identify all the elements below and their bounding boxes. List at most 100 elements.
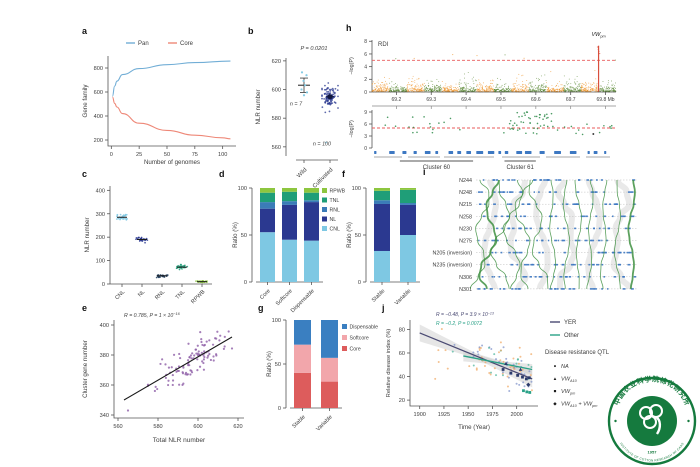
panel-letter-h: h [346,23,352,33]
svg-text:400: 400 [94,114,103,120]
panel-letter-g: g [258,303,264,313]
svg-text:VWA10: VWA10 [561,377,578,383]
svg-text:Stable: Stable [371,288,386,303]
svg-text:◆: ◆ [553,401,557,406]
panel-letter-i: i [423,167,426,177]
svg-text:Cluster gene number: Cluster gene number [82,340,89,398]
svg-text:TNL: TNL [330,198,340,204]
svg-text:1900: 1900 [413,412,425,418]
svg-text:400: 400 [96,188,105,194]
svg-text:100: 100 [96,259,105,265]
svg-text:Core: Core [180,41,194,47]
svg-text:−log(P): −log(P) [349,120,355,138]
panel-h-manhattan-plot: 0 2 4 6 8 −log(P) RDI VWpm 69.2 69.3 69.4 69.5 69.6 6… [349,32,617,171]
svg-text:Disease resistance QTL: Disease resistance QTL [545,350,610,356]
svg-text:360: 360 [100,383,109,389]
svg-text:N205 (inversion): N205 (inversion) [432,251,472,257]
svg-text:RNL: RNL [330,208,340,214]
svg-text:0: 0 [364,90,367,96]
svg-text:50: 50 [164,152,170,158]
svg-text:600: 600 [193,424,202,430]
panel-letter-f: f [342,169,345,179]
svg-text:560: 560 [272,145,281,151]
svg-text:Number of genomes: Number of genomes [144,159,200,166]
svg-text:Cluster 60: Cluster 60 [423,165,451,171]
svg-text:100: 100 [218,152,227,158]
svg-text:0: 0 [102,282,105,288]
svg-text:TNL: TNL [175,289,187,301]
svg-text:380: 380 [100,353,109,359]
svg-text:RDI: RDI [378,42,389,48]
svg-text:VWpm: VWpm [591,32,605,38]
panel-c-nlr-class-dot-plot: 0 100 200 300 400 NLR number CNL NL RNL TNL RPWB [84,186,212,305]
svg-text:Total NLR number: Total NLR number [153,437,206,444]
svg-text:0: 0 [244,280,247,286]
svg-text:CNL: CNL [114,289,126,301]
panel-letter-d: d [219,169,225,179]
svg-text:40: 40 [399,375,405,381]
svg-text:VWA10 + VWpm: VWA10 + VWpm [561,402,597,408]
svg-text:VWpm: VWpm [561,389,575,395]
svg-text:Time (Year): Time (Year) [458,424,490,431]
svg-text:−log(P): −log(P) [349,57,355,75]
svg-text:1950: 1950 [462,412,474,418]
svg-text:R = −0.2, P = 0.0072: R = −0.2, P = 0.0072 [436,321,482,327]
svg-text:69.3: 69.3 [426,97,436,103]
svg-text:69.4: 69.4 [461,97,471,103]
svg-text:75: 75 [192,152,198,158]
svg-text:1925: 1925 [438,412,450,418]
svg-text:N306: N306 [459,275,472,281]
panel-letter-e: e [82,303,88,313]
svg-text:NA: NA [561,364,569,370]
svg-text:Ratio (%): Ratio (%) [346,222,353,248]
svg-text:2000: 2000 [510,412,522,418]
svg-text:Core: Core [350,347,361,353]
svg-text:600: 600 [94,90,103,96]
svg-text:R = −0.48, P = 3.9 × 10−13: R = −0.48, P = 3.9 × 10−13 [436,311,494,318]
svg-text:9: 9 [364,110,367,116]
svg-text:69.2: 69.2 [392,97,402,103]
svg-text:3: 3 [364,134,367,140]
panel-e-scatter-regression-chart: 340 360 380 400 560 580 600 620 Total NLR number… [82,312,244,444]
panel-j-disease-index-trend-chart: 20 40 60 80 1900 1925 1950 1975 2000 Time (Year) R… [386,311,610,431]
svg-text:Gene family: Gene family [82,84,89,118]
svg-text:6: 6 [364,52,367,58]
svg-text:Other: Other [564,333,579,339]
svg-text:N244: N244 [459,178,472,184]
svg-text:RPWB: RPWB [190,289,206,305]
svg-text:NL: NL [330,217,337,223]
panel-a-pan-core-curve-chart: 200 400 600 800 0 25 50 75 100 Number of genomes G… [82,41,236,166]
panel-letter-b: b [248,26,254,36]
svg-text:0: 0 [358,280,361,286]
svg-text:25: 25 [136,152,142,158]
svg-text:Stable: Stable [291,414,306,429]
svg-text:6: 6 [364,122,367,128]
svg-text:1957: 1957 [648,450,658,455]
svg-text:50: 50 [355,233,361,239]
svg-text:Ratio (%): Ratio (%) [232,222,239,248]
panel-g-stacked-bar-chart: 0 50 100 Ratio (%) Stable Variable Dispensable… [266,318,378,433]
svg-text:560: 560 [113,424,122,430]
svg-text:0: 0 [278,406,281,412]
svg-text:n = 100: n = 100 [313,141,331,147]
svg-text:Relative disease index (%): Relative disease index (%) [386,329,392,398]
svg-text:N230: N230 [459,226,472,232]
svg-text:1975: 1975 [486,412,498,418]
svg-text:P = 0.0201: P = 0.0201 [300,46,327,52]
svg-text:69.6: 69.6 [531,97,541,103]
svg-text:200: 200 [96,235,105,241]
panel-letter-c: c [82,169,88,179]
svg-text:CNL: CNL [330,227,340,233]
svg-text:100: 100 [272,318,281,324]
panel-i-haplotype-synteny-plot: N244 N248 N215 N258 N230 N275 N205 (inversion)… [432,178,638,293]
svg-text:400: 400 [100,323,109,329]
svg-text:600: 600 [272,88,281,94]
svg-text:NLR number: NLR number [84,217,91,252]
svg-text:580: 580 [153,424,162,430]
svg-text:69.7: 69.7 [566,97,576,103]
svg-text:580: 580 [272,116,281,122]
svg-text:■: ■ [554,389,557,394]
svg-text:Ratio (%): Ratio (%) [266,351,273,377]
